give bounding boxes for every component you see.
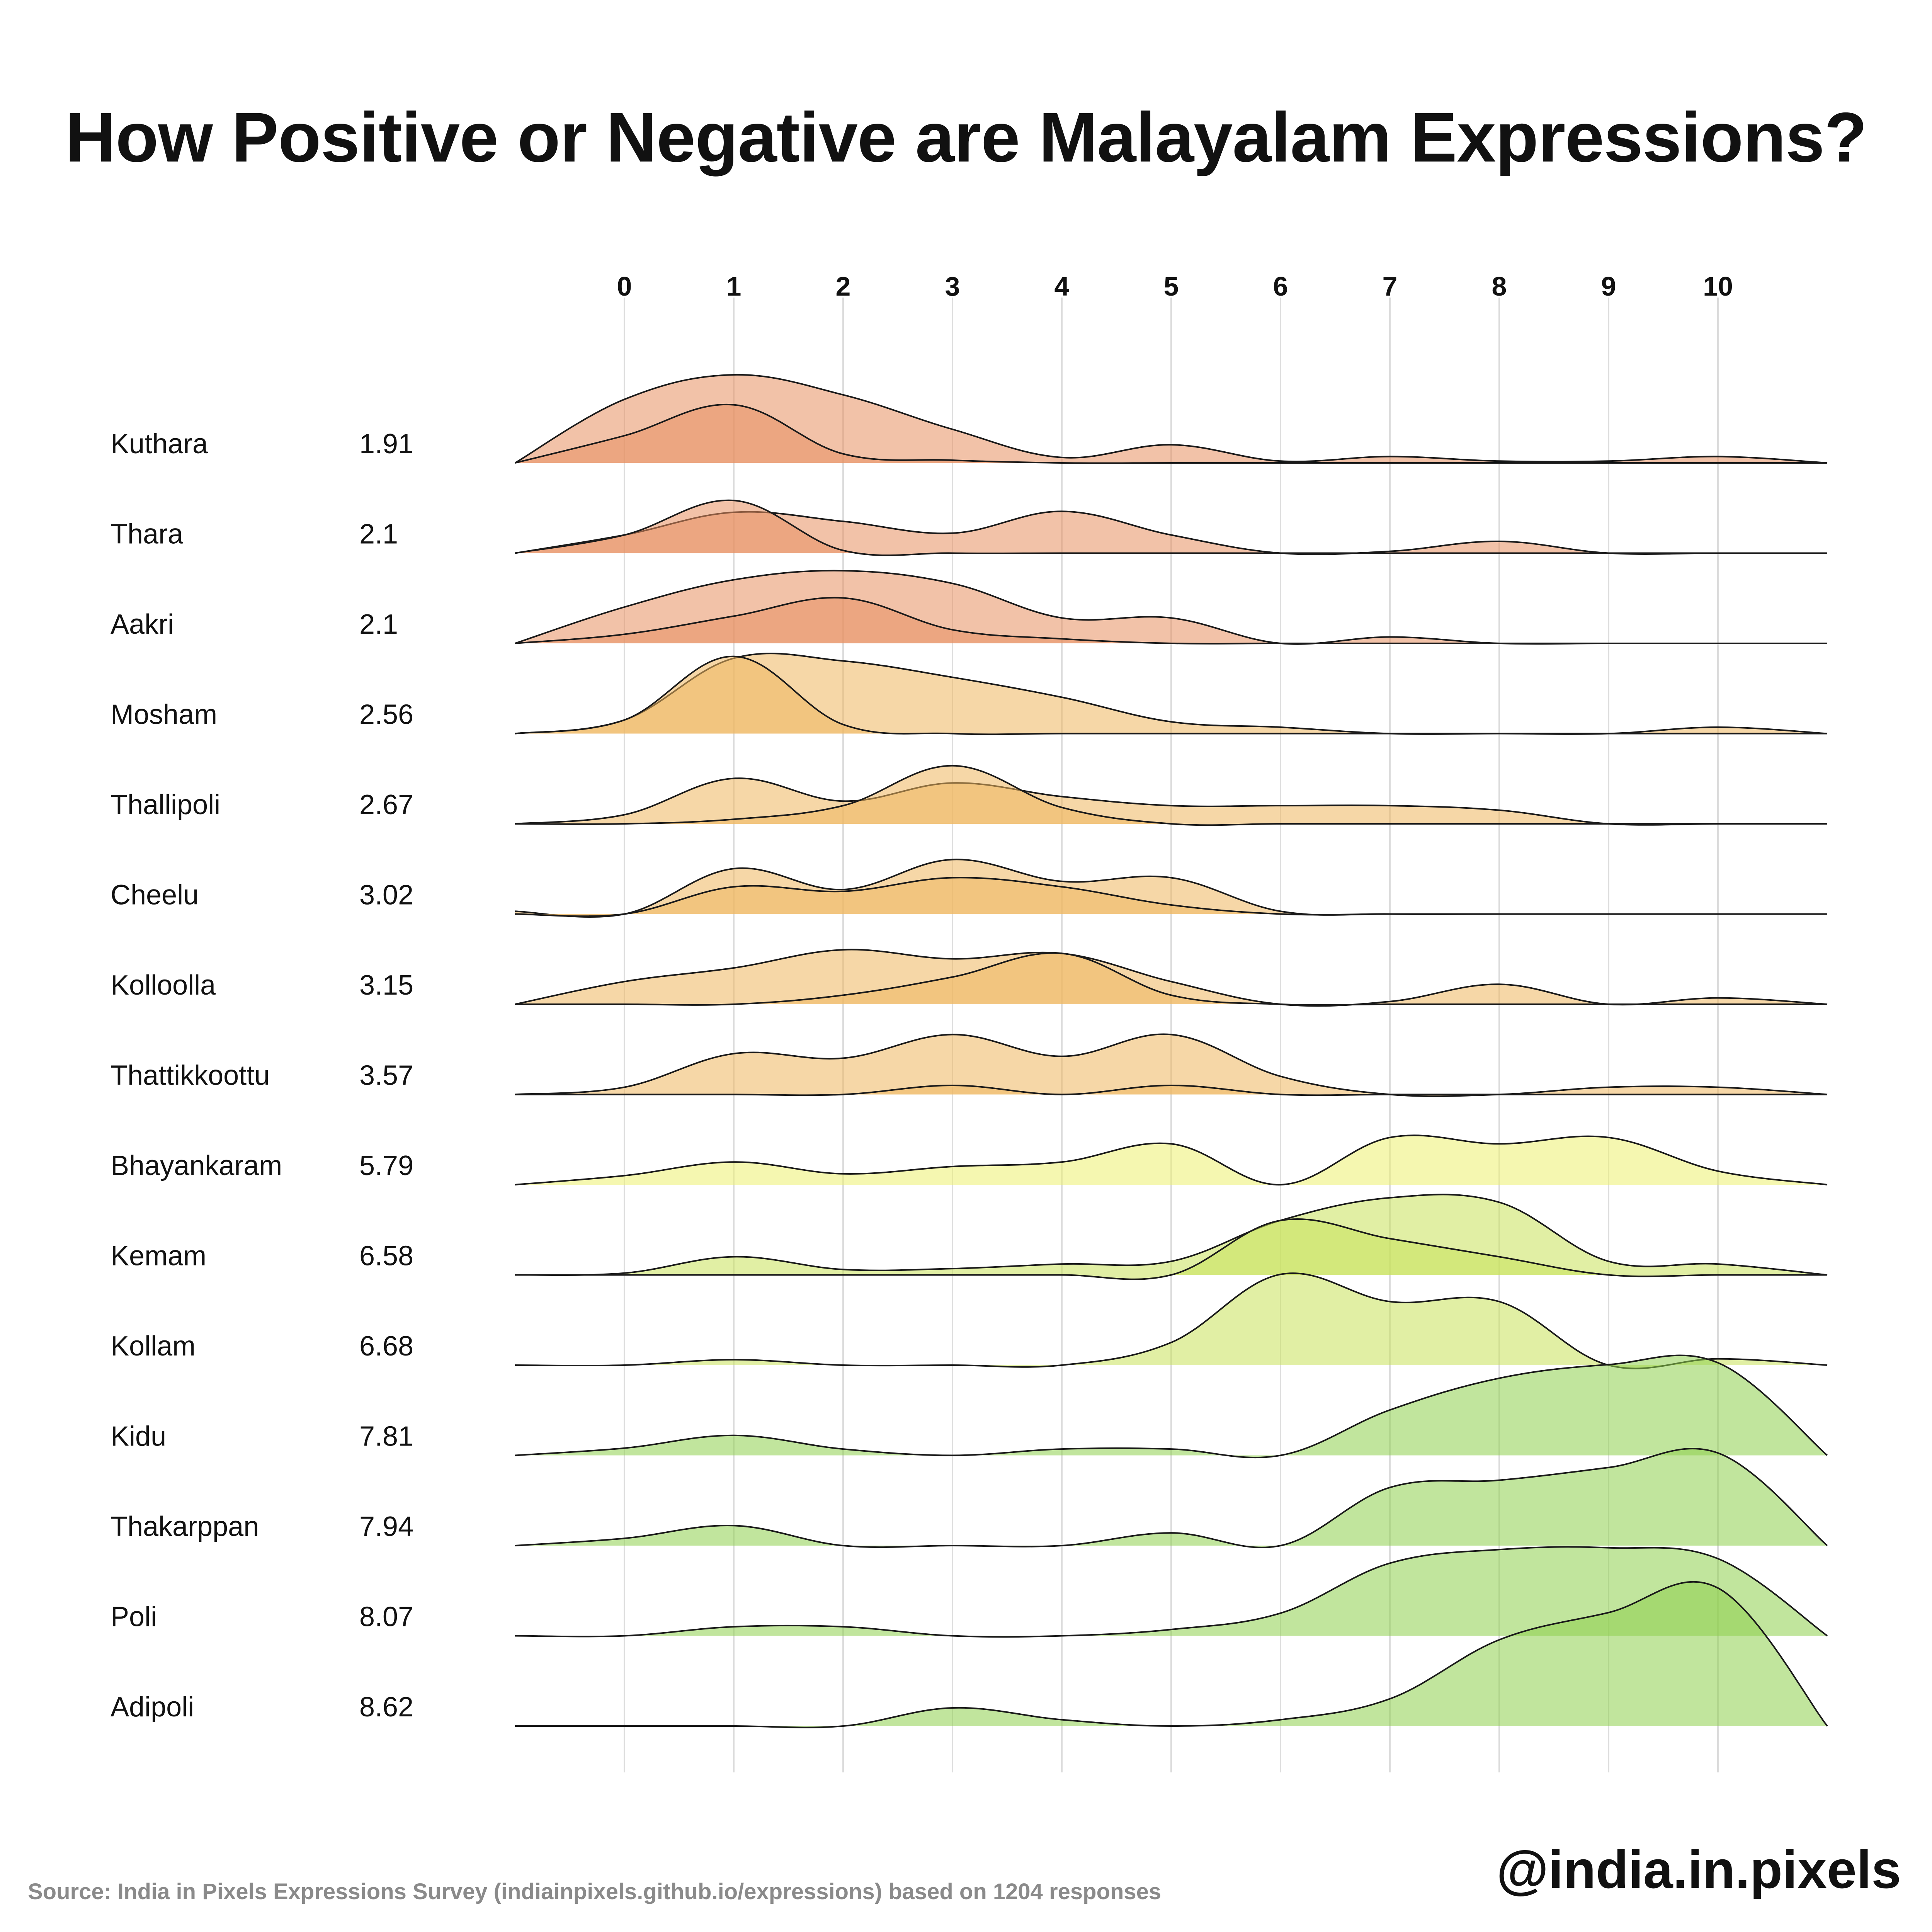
row-mean-value: 5.79 xyxy=(359,1150,413,1181)
ridge-bump-area xyxy=(515,1194,1827,1276)
row-label: Cheelu xyxy=(111,880,199,911)
ridges xyxy=(514,374,1828,1728)
ridge-kidu xyxy=(515,1354,1828,1459)
x-tick-label-5: 5 xyxy=(1164,271,1179,301)
ridge-bump-area xyxy=(515,1273,1827,1369)
ridge-spike-outline xyxy=(515,765,1827,826)
ridge-kemam xyxy=(515,1194,1828,1280)
x-tick-label-7: 7 xyxy=(1383,271,1398,301)
ridge-bump-area xyxy=(515,1034,1827,1097)
row-label: Kemam xyxy=(111,1241,206,1272)
row-label: Kollam xyxy=(111,1331,196,1362)
row-label: Poli xyxy=(111,1602,157,1633)
ridge-kolloolla xyxy=(515,949,1828,1007)
ridge-bump-outline xyxy=(514,374,1828,464)
ridge-thara xyxy=(515,499,1827,556)
row-label: Kidu xyxy=(111,1421,166,1452)
ridge-bump-outline xyxy=(515,1581,1828,1728)
ridge-spike-outline xyxy=(515,403,1827,464)
social-handle: @india.in.pixels xyxy=(1496,1840,1901,1900)
row-mean-value: 3.57 xyxy=(359,1060,413,1091)
ridge-aakri xyxy=(515,570,1827,645)
x-tick-label-3: 3 xyxy=(945,271,960,301)
row-label: Kuthara xyxy=(111,429,208,459)
ridge-adipoli xyxy=(515,1581,1828,1728)
ridge-bump-area xyxy=(515,653,1827,734)
ridge-thakarppan xyxy=(515,1447,1828,1548)
ridge-bump-outline xyxy=(515,1033,1828,1097)
x-tick-label-8: 8 xyxy=(1492,271,1507,301)
row-label: Aakri xyxy=(111,609,174,640)
ridge-spike-outline xyxy=(515,499,1827,556)
row-mean-value: 6.58 xyxy=(359,1241,413,1272)
row-label: Bhayankaram xyxy=(111,1150,282,1181)
ridge-bump-outline xyxy=(515,1194,1828,1276)
row-mean-value: 3.15 xyxy=(359,970,413,1001)
row-mean-value: 8.07 xyxy=(359,1602,413,1633)
row-mean-value: 2.67 xyxy=(359,789,413,820)
ridge-thattikkoottu xyxy=(515,1033,1828,1097)
ridge-bump-area xyxy=(515,1135,1827,1185)
x-tick-label-2: 2 xyxy=(836,271,851,301)
ridge-bhayankaram xyxy=(515,1134,1828,1186)
row-mean-value: 8.62 xyxy=(359,1692,413,1723)
ridge-bump-outline xyxy=(515,1546,1828,1638)
x-tick-label-6: 6 xyxy=(1273,271,1288,301)
ridge-thallipoli xyxy=(515,765,1827,826)
page-title: How Positive or Negative are Malayalam E… xyxy=(65,98,1867,177)
ridge-bump-outline xyxy=(515,1447,1828,1548)
ridge-poli xyxy=(515,1546,1828,1638)
ridge-spike-area xyxy=(515,404,1827,463)
x-tick-label-1: 1 xyxy=(726,271,742,301)
ridge-spike-area xyxy=(515,1085,1827,1095)
ridge-spike-outline xyxy=(515,877,1827,917)
row-mean-value: 3.02 xyxy=(359,880,413,911)
ridge-spike-area xyxy=(515,597,1827,644)
row-mean-value: 2.1 xyxy=(359,609,398,640)
x-axis-ticks: 0 1 2 3 4 5 6 7 8 9 10 xyxy=(617,271,1733,301)
ridge-bump-outline xyxy=(515,1354,1828,1459)
row-mean-value: 2.56 xyxy=(359,699,413,730)
ridge-spike-area xyxy=(515,656,1827,735)
ridge-spike-area xyxy=(515,500,1827,556)
ridge-bump-area xyxy=(515,1582,1827,1728)
ridge-mosham xyxy=(515,653,1828,735)
ridge-spike-outline xyxy=(515,1218,1827,1280)
ridge-bump-area xyxy=(515,374,1827,463)
x-tick-label-10: 10 xyxy=(1703,271,1733,301)
row-label: Thakarppan xyxy=(111,1511,259,1542)
ridge-spike-area xyxy=(515,1219,1827,1279)
ridge-bump-area xyxy=(515,949,1827,1006)
row-label: Thattikkoottu xyxy=(111,1060,270,1091)
row-mean-value: 1.91 xyxy=(359,429,413,459)
row-label: Adipoli xyxy=(111,1692,194,1723)
row-mean-value: 7.81 xyxy=(359,1421,413,1452)
ridge-spike-outline xyxy=(515,597,1827,645)
row-label: Thallipoli xyxy=(111,789,220,820)
ridge-spike-outline xyxy=(515,1084,1827,1096)
row-mean-value: 2.1 xyxy=(359,519,398,550)
ridge-cheelu xyxy=(515,859,1827,918)
row-mean-value: 6.68 xyxy=(359,1331,413,1362)
row-label: Kolloolla xyxy=(111,970,216,1001)
ridge-bump-area xyxy=(515,1547,1827,1637)
ridge-spike-area xyxy=(515,878,1827,917)
row-label: Mosham xyxy=(111,699,217,730)
ridge-kuthara xyxy=(514,374,1828,464)
row-mean-value: 7.94 xyxy=(359,1511,413,1542)
ridge-spike-outline xyxy=(515,655,1827,735)
x-tick-label-4: 4 xyxy=(1054,271,1070,301)
ridge-bump-area xyxy=(515,1448,1827,1548)
ridge-bump-area xyxy=(515,1355,1827,1458)
ridge-bump-outline xyxy=(515,1134,1828,1186)
source-note: Source: India in Pixels Expressions Surv… xyxy=(28,1879,1162,1904)
x-tick-label-9: 9 xyxy=(1601,271,1616,301)
ridge-spike-area xyxy=(515,765,1827,825)
ridge-spike-outline xyxy=(515,952,1827,1006)
row-label: Thara xyxy=(111,519,184,550)
row-labels: Kuthara 1.91 Thara 2.1 Aakri 2.1 Mosham 2.56 Tha… xyxy=(111,429,413,1723)
x-tick-label-0: 0 xyxy=(617,271,632,301)
